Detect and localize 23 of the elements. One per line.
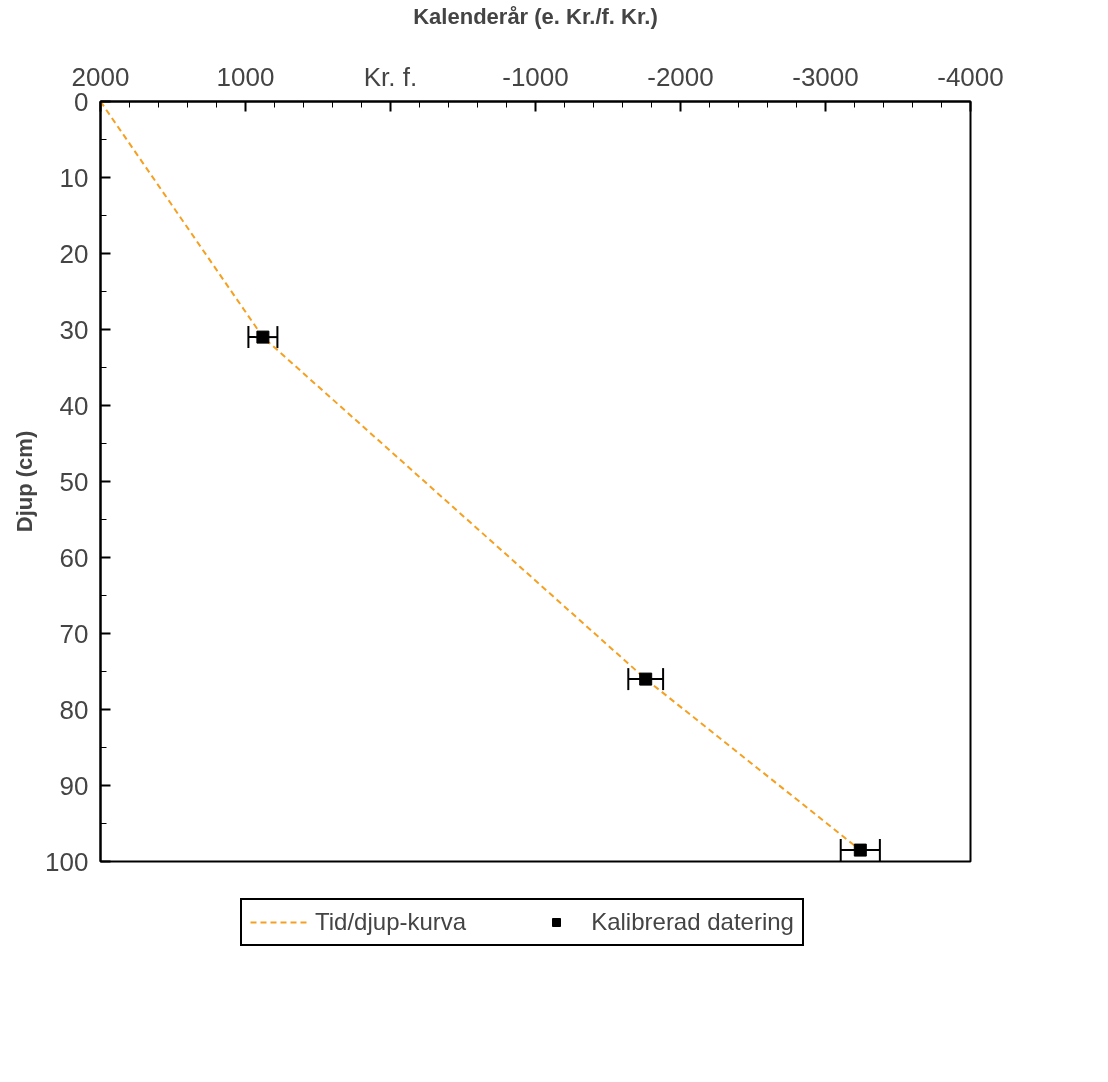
y-tick-label: 10 — [59, 162, 89, 193]
legend-label: Kalibrerad datering — [591, 908, 794, 936]
y-tick-label: 70 — [59, 618, 89, 649]
legend-label: Tid/djup-kurva — [315, 908, 467, 936]
y-tick-label: 40 — [59, 390, 89, 421]
x-tick-label: -4000 — [937, 61, 1004, 92]
x-tick-label: Kr. f. — [363, 61, 418, 92]
y-tick-label: 50 — [59, 466, 89, 497]
x-axis-title: Kalenderår (e. Kr./f. Kr.) — [413, 3, 658, 29]
y-tick-label: 100 — [45, 846, 89, 877]
y-tick-label: 30 — [59, 314, 89, 345]
point — [639, 672, 653, 686]
x-tick-label: -2000 — [647, 61, 714, 92]
y-tick-label: 90 — [59, 770, 89, 801]
y-tick-label: 20 — [59, 238, 89, 269]
x-tick-label: -3000 — [792, 61, 859, 92]
point — [853, 843, 867, 857]
x-tick-label: -1000 — [502, 61, 569, 92]
x-tick-label: 1000 — [216, 61, 275, 92]
y-axis-title: Djup (cm) — [12, 430, 38, 533]
y-tick-label: 80 — [59, 694, 89, 725]
y-tick-label: 60 — [59, 542, 89, 573]
point — [256, 330, 270, 344]
